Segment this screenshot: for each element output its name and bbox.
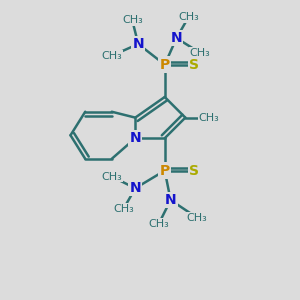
Text: N: N — [165, 193, 176, 207]
Text: S: S — [189, 164, 199, 178]
Text: P: P — [160, 58, 170, 72]
Text: CH₃: CH₃ — [148, 219, 169, 229]
Text: P: P — [160, 164, 170, 178]
Text: CH₃: CH₃ — [178, 13, 199, 22]
Text: N: N — [132, 37, 144, 51]
Text: S: S — [189, 58, 199, 72]
Text: CH₃: CH₃ — [113, 204, 134, 214]
Text: CH₃: CH₃ — [187, 213, 208, 223]
Text: CH₃: CH₃ — [101, 172, 122, 182]
Text: N: N — [130, 131, 141, 145]
Text: N: N — [171, 31, 182, 45]
Text: CH₃: CH₃ — [199, 112, 219, 123]
Text: CH₃: CH₃ — [190, 48, 210, 58]
Text: N: N — [130, 181, 141, 195]
Text: CH₃: CH₃ — [122, 15, 143, 26]
Text: CH₃: CH₃ — [101, 51, 122, 61]
